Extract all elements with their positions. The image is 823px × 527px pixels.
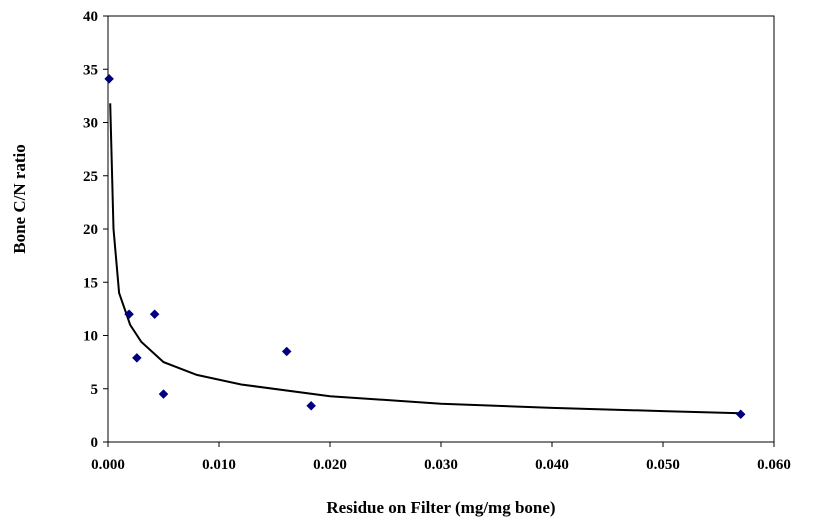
x-tick-label: 0.020 xyxy=(313,457,347,473)
y-tick-label: 20 xyxy=(83,222,98,238)
plot-area xyxy=(107,15,775,443)
x-tick-label: 0.060 xyxy=(757,457,791,473)
x-axis: 0.000 0.010 0.020 0.030 0.040 0.050 0.060 xyxy=(91,442,791,473)
trendline xyxy=(109,103,741,415)
data-point xyxy=(149,309,160,320)
data-point xyxy=(158,389,169,399)
data-point xyxy=(281,346,292,357)
data-point xyxy=(104,73,114,84)
y-tick-label: 0 xyxy=(91,435,99,451)
y-tick-label: 5 xyxy=(91,382,99,398)
y-tick-label: 35 xyxy=(83,62,98,78)
x-tick-label: 0.000 xyxy=(91,457,125,473)
x-tick-label: 0.040 xyxy=(535,457,569,473)
y-axis-title: Bone C/N ratio xyxy=(10,144,29,254)
y-tick-label: 15 xyxy=(83,275,98,291)
y-tick-label: 10 xyxy=(83,329,98,345)
data-point xyxy=(132,353,142,363)
y-tick-label: 25 xyxy=(83,169,98,185)
x-tick-label: 0.010 xyxy=(202,457,236,473)
y-tick-label: 40 xyxy=(83,9,98,25)
data-points xyxy=(104,73,746,420)
y-axis: 0 5 10 15 20 25 30 35 40 xyxy=(83,9,108,451)
data-point xyxy=(124,309,134,320)
data-point xyxy=(735,409,746,420)
y-tick-label: 30 xyxy=(83,116,98,132)
data-point xyxy=(306,400,316,411)
x-tick-label: 0.030 xyxy=(424,457,458,473)
x-axis-title: Residue on Filter (mg/mg bone) xyxy=(326,498,555,517)
x-tick-label: 0.050 xyxy=(646,457,680,473)
